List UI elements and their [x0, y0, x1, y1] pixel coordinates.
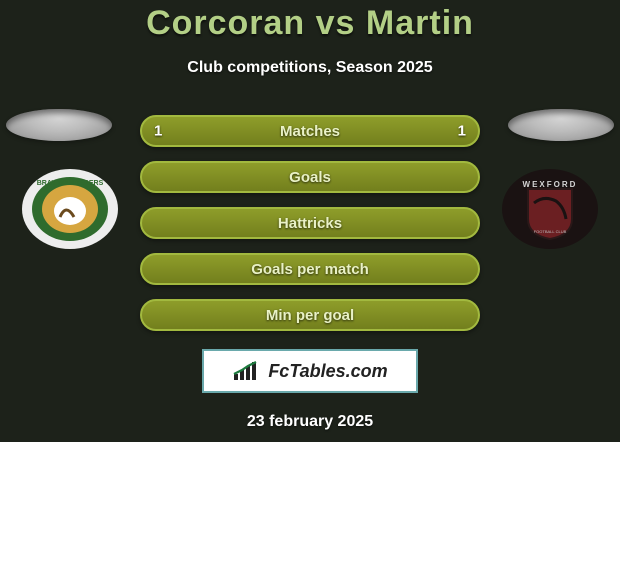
comparison-date: 23 february 2025 — [0, 413, 620, 431]
svg-text:WEXFORD: WEXFORD — [523, 180, 578, 189]
stat-row-hattricks: Hattricks — [140, 207, 480, 239]
stat-label: Hattricks — [278, 215, 342, 232]
team-badge-right: WEXFORD FOOTBALL CLUB — [500, 167, 600, 251]
page-title: Corcoran vs Martin — [0, 4, 620, 43]
stat-right-value: 1 — [458, 123, 466, 140]
stat-left-value: 1 — [154, 123, 162, 140]
subtitle: Club competitions, Season 2025 — [0, 59, 620, 77]
stat-label: Min per goal — [266, 307, 354, 324]
stat-label: Goals — [289, 169, 331, 186]
stat-row-goals: Goals — [140, 161, 480, 193]
chart-icon — [232, 360, 262, 382]
svg-text:BRAY WANDERERS: BRAY WANDERERS — [37, 180, 104, 187]
stat-row-goals-per-match: Goals per match — [140, 253, 480, 285]
stat-row-min-per-goal: Min per goal — [140, 299, 480, 331]
player-right-ellipse — [508, 109, 614, 141]
player-left-ellipse — [6, 109, 112, 141]
svg-text:FOOTBALL CLUB: FOOTBALL CLUB — [534, 229, 567, 234]
stat-label: Goals per match — [251, 261, 369, 278]
stats-rows: 1 Matches 1 Goals Hattricks Goals per ma… — [140, 115, 480, 331]
fctables-logo: FcTables.com — [202, 349, 418, 393]
stat-row-matches: 1 Matches 1 — [140, 115, 480, 147]
logo-text: FcTables.com — [268, 361, 387, 382]
stat-label: Matches — [280, 123, 340, 140]
team-badge-left: BRAY WANDERERS — [20, 167, 120, 251]
